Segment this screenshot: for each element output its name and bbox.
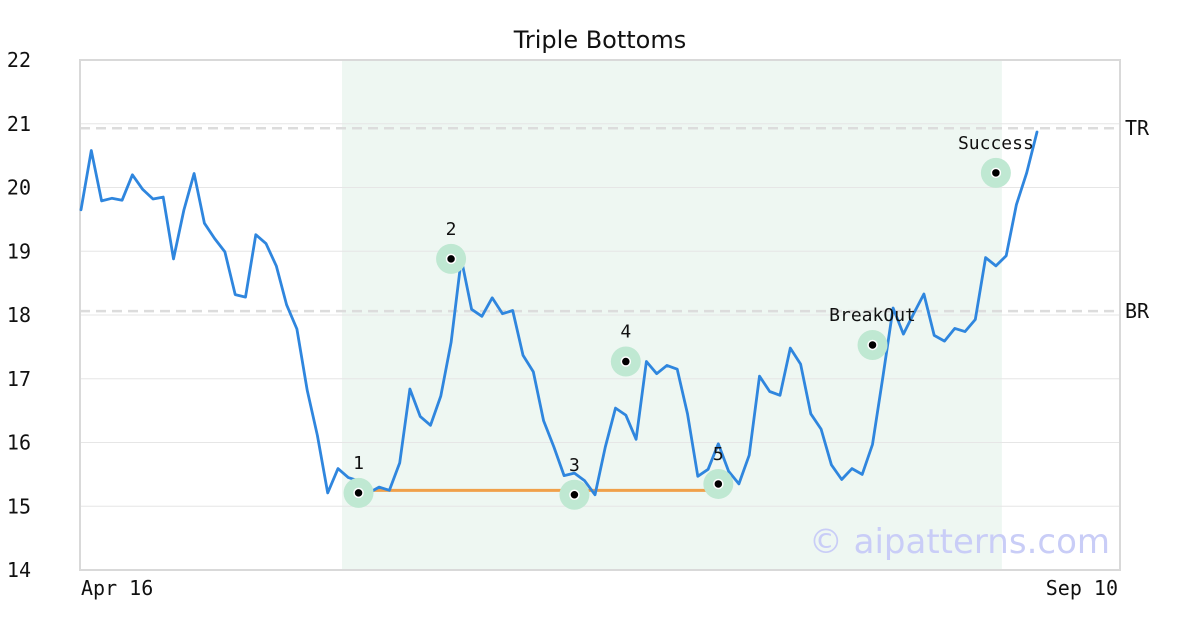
- marker-point-4: [620, 356, 632, 367]
- watermark-text: © aipatterns.com: [809, 522, 1110, 562]
- marker-point-2: [445, 253, 457, 265]
- y-tick-label: 18: [7, 303, 31, 327]
- level-label-br: BR: [1125, 299, 1150, 323]
- y-tick-label: 16: [7, 431, 31, 455]
- y-tick-label: 14: [7, 558, 31, 582]
- x-tick-labels: Apr 16 Sep 10: [81, 576, 1118, 600]
- level-label-tr: TR: [1125, 116, 1150, 140]
- marker-point-breakout: [867, 339, 878, 351]
- annotation-label-5: 5: [713, 444, 724, 465]
- marker-point-success: [990, 167, 1002, 179]
- price-series-layer: [79, 130, 1039, 497]
- price-line: [79, 130, 1039, 497]
- annotation-label-breakout: BreakOut: [829, 305, 916, 326]
- annotation-label-2: 2: [446, 219, 457, 240]
- x-tick-label-end: Sep 10: [1046, 576, 1118, 600]
- annotation-label-4: 4: [620, 322, 631, 343]
- x-tick-label-start: Apr 16: [81, 576, 153, 600]
- y-tick-label: 20: [7, 176, 31, 200]
- marker-point-3: [569, 489, 580, 501]
- annotation-label-1: 1: [353, 453, 364, 474]
- y-tick-labels: 14 15 16 17 18 19 20 21 22: [7, 48, 31, 582]
- annotation-layer: 1 2 3 4 5 BreakOut Success: [343, 133, 1034, 510]
- level-lines-layer: TR BR: [80, 116, 1150, 323]
- marker-point-5: [713, 478, 724, 490]
- chart-title: Triple Bottoms: [513, 26, 687, 54]
- plot-frame: [79, 59, 1121, 571]
- annotation-label-3: 3: [569, 455, 580, 476]
- y-tick-label: 17: [7, 367, 31, 391]
- y-tick-label: 19: [7, 239, 31, 263]
- y-tick-label: 22: [7, 48, 31, 72]
- annotation-label-success: Success: [958, 133, 1034, 154]
- marker-point-1: [353, 487, 364, 499]
- y-tick-label: 21: [7, 112, 31, 136]
- y-tick-label: 15: [7, 494, 31, 518]
